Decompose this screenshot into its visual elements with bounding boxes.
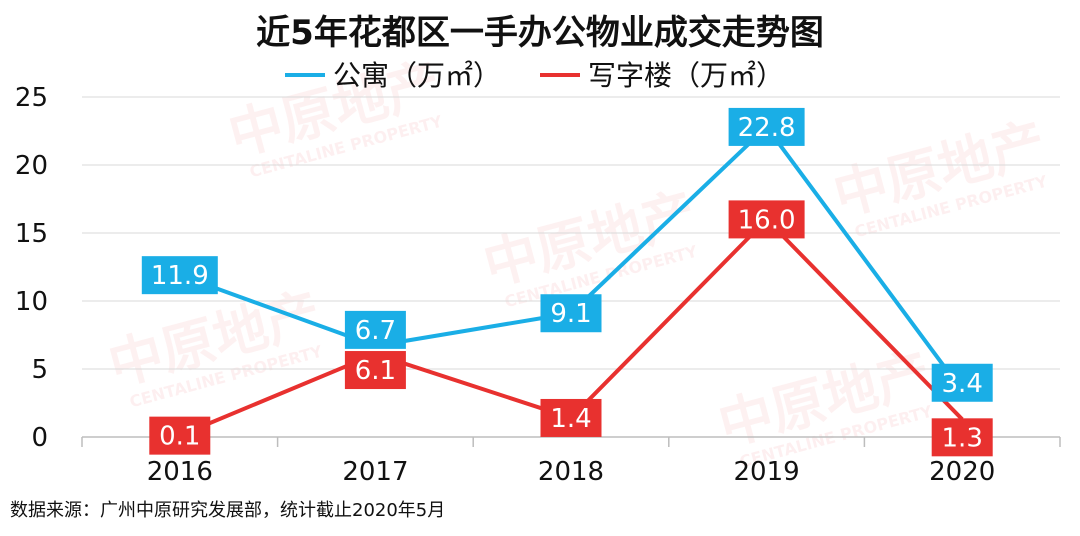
data-label-text: 6.1 (355, 356, 396, 386)
data-label: 0.1 (149, 416, 211, 455)
data-label-box (540, 398, 602, 437)
y-tick-label: 15 (15, 219, 48, 249)
data-labels: 11.9 6.7 9.1 22.8 3.4 0.1 6.1 1.4 16.0 1.3 (141, 107, 993, 457)
x-tick-label: 2017 (342, 457, 408, 487)
x-axis-ticks: 2016 2017 2018 2019 2020 (81, 437, 1061, 487)
data-label-box (344, 310, 406, 349)
y-tick-label: 5 (31, 355, 48, 385)
y-tick-label: 25 (15, 83, 48, 113)
y-axis-ticks: 0 5 10 15 20 25 (15, 83, 48, 453)
data-label-text: 3.4 (942, 369, 983, 399)
data-label-box (540, 294, 602, 333)
source-note: 数据来源：广州中原研究发展部，统计截止2020年5月 (10, 500, 445, 521)
data-label-box (344, 351, 406, 390)
data-label-text: 11.9 (151, 261, 209, 291)
data-label-box (931, 363, 993, 402)
data-label: 16.0 (728, 200, 805, 239)
data-label-text: 6.7 (355, 316, 396, 346)
data-label-text: 22.8 (738, 113, 796, 143)
data-label: 1.3 (931, 418, 993, 457)
data-label-box (149, 416, 211, 455)
legend: 公寓（万㎡） 写字楼（万㎡） (285, 59, 784, 92)
data-label: 22.8 (728, 107, 805, 146)
y-tick-label: 0 (31, 423, 48, 453)
data-label: 6.7 (344, 310, 406, 349)
data-label: 9.1 (540, 294, 602, 333)
data-label: 1.4 (540, 398, 602, 437)
chart-title: 近5年花都区一手办公物业成交走势图 (256, 13, 824, 53)
x-tick-label: 2020 (929, 457, 995, 487)
data-label-text: 16.0 (738, 205, 796, 235)
data-label: 11.9 (141, 256, 218, 295)
x-tick-label: 2019 (734, 457, 800, 487)
data-label-box (141, 256, 218, 295)
x-tick-label: 2018 (538, 457, 604, 487)
data-label-text: 0.1 (159, 422, 200, 452)
data-label: 3.4 (931, 363, 993, 402)
legend-label-office: 写字楼（万㎡） (588, 59, 784, 92)
data-label-text: 1.3 (942, 423, 983, 453)
y-tick-label: 10 (15, 287, 48, 317)
data-label-text: 9.1 (550, 299, 591, 329)
y-tick-label: 20 (15, 151, 48, 181)
data-label-box (931, 418, 993, 457)
data-label-box (728, 200, 805, 239)
x-tick-label: 2016 (147, 457, 213, 487)
data-label: 6.1 (344, 351, 406, 390)
data-label-text: 1.4 (550, 404, 591, 434)
legend-label-apartment: 公寓（万㎡） (333, 59, 501, 92)
data-label-box (728, 107, 805, 146)
